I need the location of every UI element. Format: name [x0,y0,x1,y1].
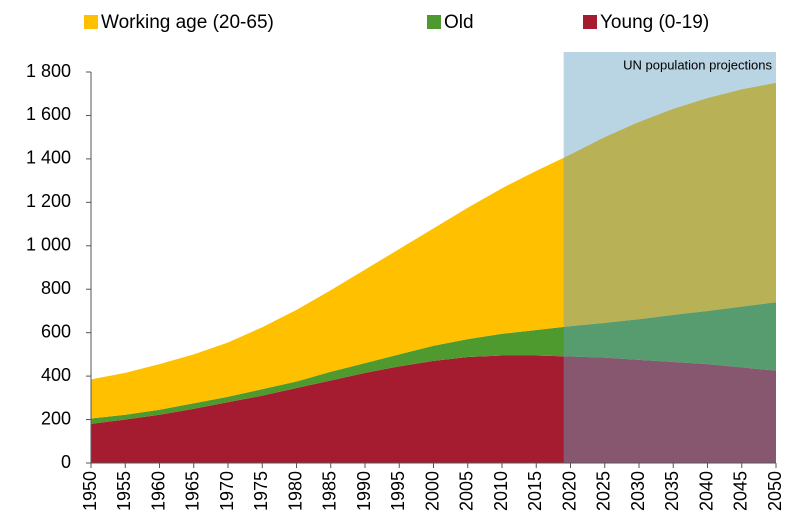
x-tick-label: 2000 [422,471,442,511]
y-tick-label: 1 000 [26,235,71,255]
x-tick-label: 1965 [183,471,203,511]
x-tick-label: 1980 [285,471,305,511]
projection-shade [563,52,776,463]
y-tick-label: 800 [41,278,71,298]
x-tick-label: 1990 [354,471,374,511]
legend-swatch [84,15,98,29]
x-tick-label: 1950 [80,471,100,511]
area [91,82,776,419]
legend-swatch [583,15,597,29]
x-tick-label: 1960 [148,471,168,511]
x-tick-label: 2015 [525,471,545,511]
legend-swatch [427,15,441,29]
legend-label: Working age (20-65) [101,12,274,33]
x-tick-label: 1975 [251,471,271,511]
legend-label: Young (0-19) [600,12,709,33]
x-tick-label: 1985 [320,471,340,511]
y-tick-label: 1 800 [26,61,71,81]
projection-label: UN population projections [623,57,772,72]
x-tick-label: 2040 [696,471,716,511]
legend-label: Old [444,12,474,33]
x-tick-label: 1970 [217,471,237,511]
y-tick-label: 1 400 [26,148,71,168]
x-tick-label: 2010 [491,471,511,511]
x-tick-label: 2020 [559,471,579,511]
x-tick-label: 2050 [765,471,785,511]
x-tick-label: 2045 [731,471,751,511]
y-tick-label: 600 [41,321,71,341]
x-tick-label: 2025 [594,471,614,511]
y-tick-label: 0 [61,452,71,472]
x-tick-label: 2030 [628,471,648,511]
area [91,302,776,424]
y-tick-label: 400 [41,365,71,385]
area [91,355,776,463]
y-tick-label: 1 600 [26,104,71,124]
x-tick-label: 1955 [114,471,134,511]
x-tick-label: 1995 [388,471,408,511]
y-tick-label: 200 [41,408,71,428]
y-tick-label: 1 200 [26,191,71,211]
x-tick-label: 2005 [457,471,477,511]
x-tick-label: 2035 [662,471,682,511]
